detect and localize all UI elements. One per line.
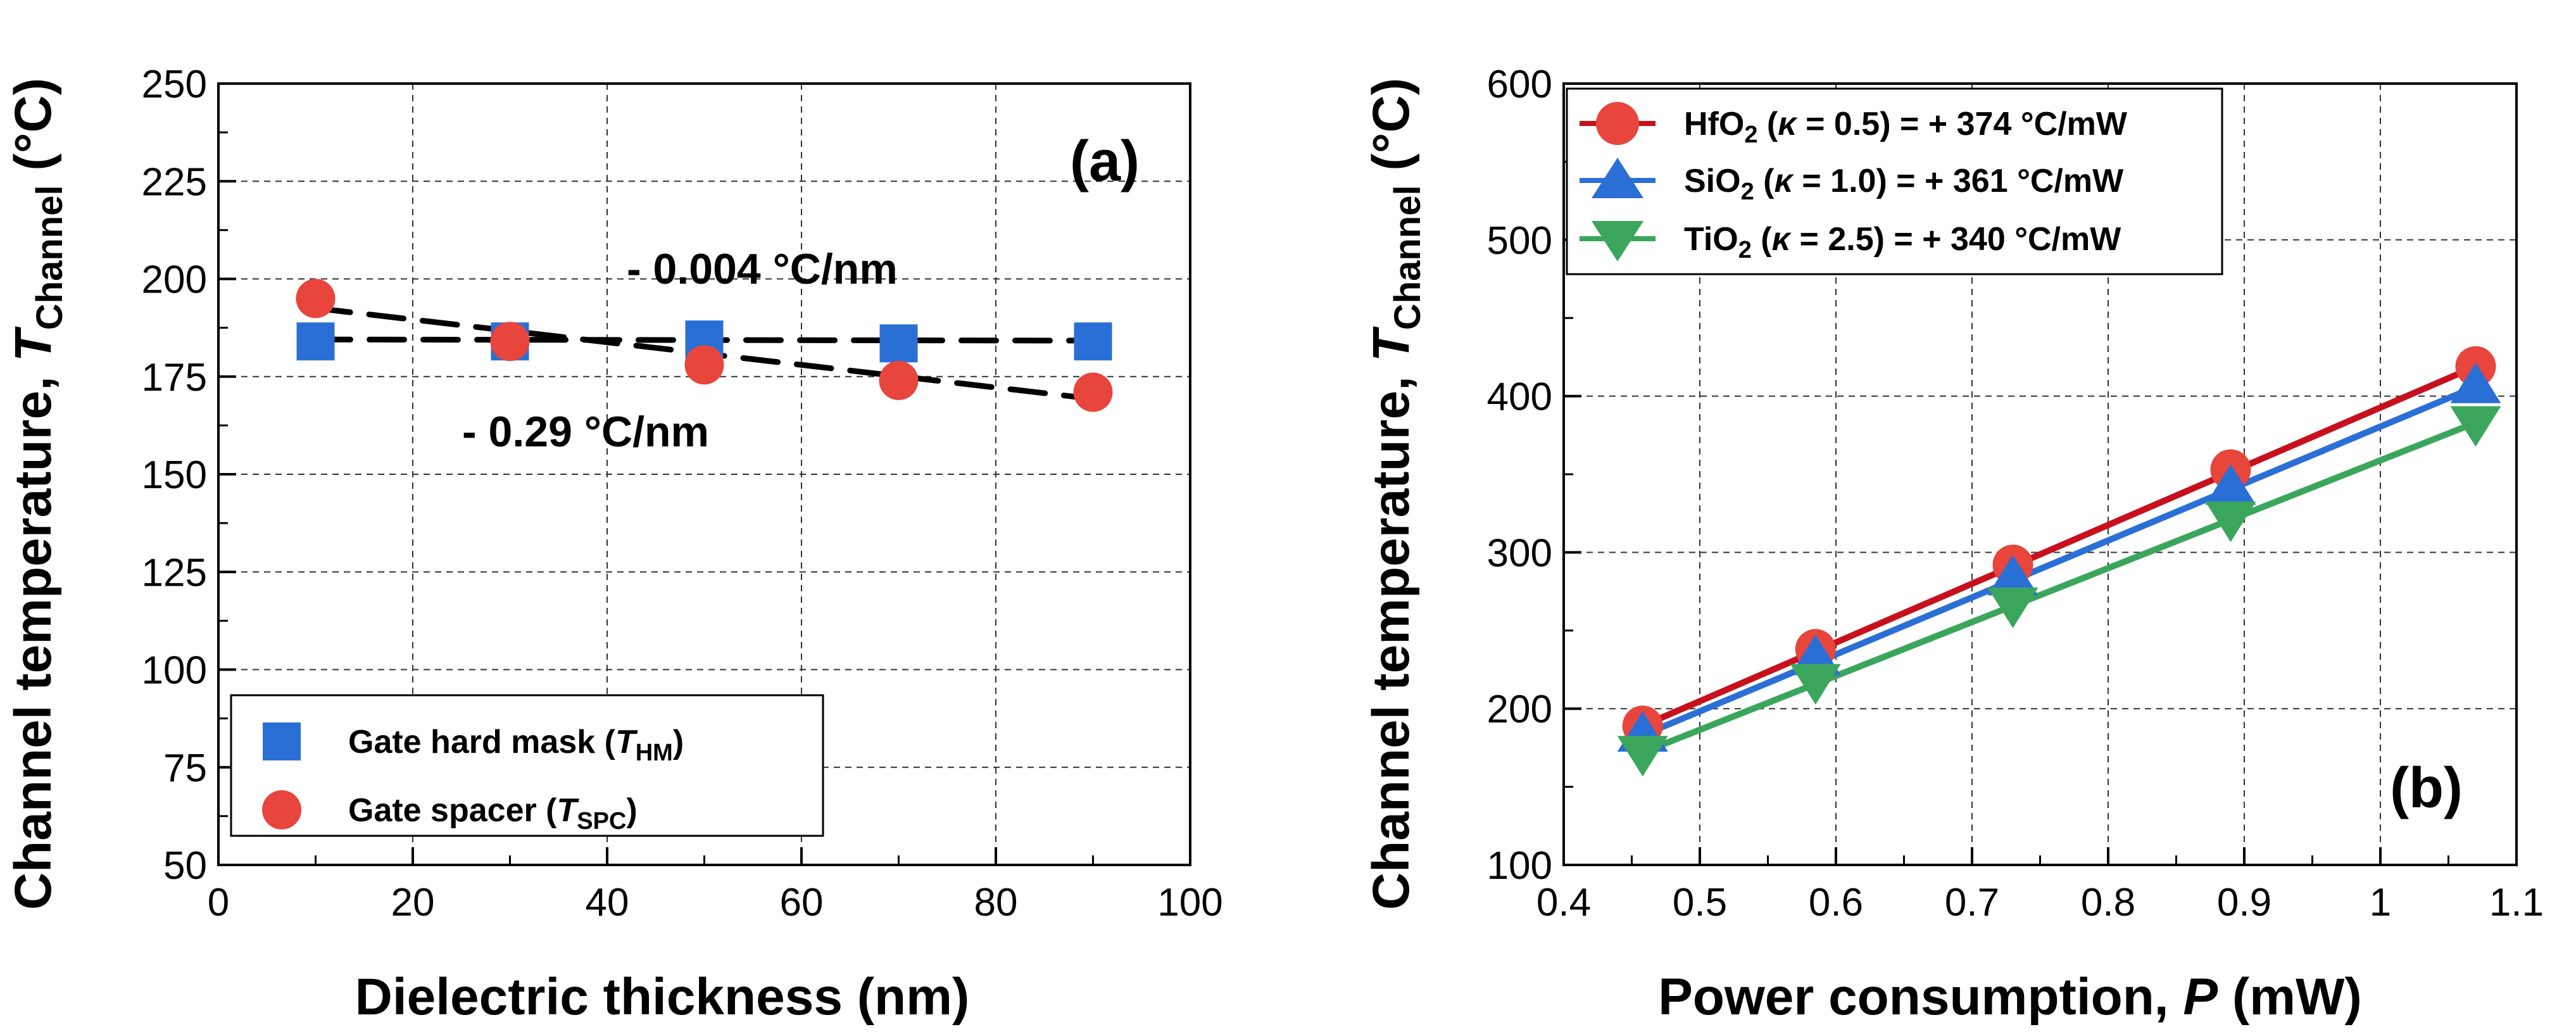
b-y-tick-label: 100	[1487, 844, 1552, 888]
panel-b-label: (b)	[2390, 757, 2463, 820]
panel-a-grid	[218, 84, 1190, 865]
panel-a: 0 20 40 60 80 100 50 75 100 125 150 175 200 225 250 (a…	[4, 63, 1223, 1026]
b-series-2-point-3	[2205, 501, 2256, 543]
a-series-1-point-3	[879, 360, 919, 400]
a-y-tick-label: 250	[142, 63, 207, 106]
panel-a-legend-box	[230, 694, 824, 837]
a-series-0-point-3	[879, 324, 918, 363]
b-x-tick-label: 0.9	[2217, 881, 2271, 924]
a-x-tick-label: 0	[208, 881, 229, 924]
a-x-tick-label: 40	[586, 881, 629, 924]
b-fit-line-2	[1641, 419, 2477, 755]
b-series-1-point-4	[2450, 362, 2501, 403]
b-fit-line-1	[1641, 384, 2477, 738]
panel-b-data-points	[1617, 346, 2501, 777]
legend-hfo2-circle-icon	[1596, 102, 1639, 145]
a-x-tick-label: 60	[780, 881, 824, 924]
a-series-0-point-0	[296, 322, 335, 361]
a-y-tick-label: 75	[163, 747, 207, 790]
panel-b-x-axis-label: Power consumption, P (mW)	[1658, 968, 2362, 1026]
panel-a-x-axis-label: Dielectric thickness (nm)	[355, 968, 970, 1026]
legend-circle-marker-icon	[262, 790, 301, 829]
a-y-tick-label: 150	[142, 453, 207, 497]
a-y-tick-label: 100	[142, 649, 207, 693]
b-fit-line-0	[1641, 363, 2477, 729]
legend-entry-sio2: SiO2 (κ = 1.0) = + 361 °C/mW	[1684, 163, 2124, 205]
a-series-1-point-1	[490, 322, 530, 362]
a-series-1-point-4	[1073, 372, 1113, 412]
panel-b: 0.4 0.5 0.6 0.7 0.8 0.9 1 1.1 100 200 300 400 500 600…	[1362, 63, 2544, 1026]
b-y-tick-label: 300	[1487, 531, 1552, 575]
a-y-tick-label: 225	[142, 160, 207, 204]
panel-b-y-axis-label: Channel temperature, TChannel (°C)	[1362, 78, 1428, 910]
legend-tio2-triangle-down-icon	[1592, 221, 1643, 262]
b-y-tick-label: 600	[1487, 63, 1552, 106]
legend-entry-hfo2: HfO2 (κ = 0.5) = + 374 °C/mW	[1684, 106, 2128, 148]
b-y-tick-label: 400	[1487, 375, 1552, 419]
panel-a-ticks: 0 20 40 60 80 100 50 75 100 125 150 175 200 225 250	[142, 63, 1223, 924]
b-x-tick-label: 0.5	[1673, 881, 1727, 924]
panel-b-ticks: 0.4 0.5 0.6 0.7 0.8 0.9 1 1.1 100 200 300 400 500 600	[1487, 63, 2544, 924]
a-x-tick-label: 80	[974, 881, 1018, 924]
panel-a-y-axis-label: Channel temperature, TChannel (°C)	[4, 78, 70, 910]
b-series-2-point-0	[1617, 736, 1668, 777]
panel-b-legend-box	[1566, 87, 2223, 275]
panel-b-legend: HfO2 (κ = 0.5) = + 374 °C/mW SiO2 (κ = 1…	[1566, 87, 2223, 275]
a-y-tick-label: 200	[142, 258, 207, 302]
legend-sio2-triangle-up-icon	[1592, 158, 1643, 198]
a-x-tick-label: 100	[1157, 881, 1222, 924]
b-x-tick-label: 1	[2370, 881, 2391, 924]
spc-slope-annotation: - 0.29 °C/nm	[462, 408, 709, 456]
panel-a-data-points	[296, 279, 1113, 412]
b-x-tick-label: 0.6	[1809, 881, 1863, 924]
a-series-1-point-2	[684, 345, 724, 385]
b-series-1-point-3	[2205, 464, 2256, 505]
a-y-tick-label: 175	[142, 356, 207, 400]
legend-entry-tio2: TiO2 (κ = 2.5) = + 340 °C/mW	[1684, 221, 2121, 263]
legend-entry-hard-mask: Gate hard mask (THM)	[348, 724, 684, 766]
b-series-2-point-4	[2450, 406, 2501, 447]
legend-entry-spacer: Gate spacer (TSPC)	[348, 792, 638, 835]
b-series-2-point-1	[1790, 664, 1841, 705]
b-x-tick-label: 0.4	[1536, 881, 1591, 924]
panel-a-legend: Gate hard mask (THM) Gate spacer (TSPC)	[230, 694, 824, 837]
b-y-tick-label: 200	[1487, 688, 1552, 731]
b-x-tick-label: 1.1	[2489, 881, 2544, 924]
a-series-0-point-4	[1074, 322, 1112, 361]
b-series-1-point-2	[1987, 555, 2039, 596]
a-y-tick-label: 125	[142, 551, 207, 595]
b-series-2-point-2	[1987, 587, 2039, 628]
a-x-tick-label: 20	[391, 881, 435, 924]
hm-slope-annotation: - 0.004 °C/nm	[627, 245, 898, 293]
b-y-tick-label: 500	[1487, 219, 1552, 263]
a-y-tick-label: 50	[163, 844, 207, 888]
a-series-1-point-0	[296, 279, 336, 318]
legend-square-marker-icon	[263, 722, 301, 760]
panel-a-label: (a)	[1070, 130, 1140, 193]
b-x-tick-label: 0.8	[2081, 881, 2135, 924]
b-x-tick-label: 0.7	[1945, 881, 1999, 924]
panel-b-fit-lines	[1641, 363, 2477, 755]
